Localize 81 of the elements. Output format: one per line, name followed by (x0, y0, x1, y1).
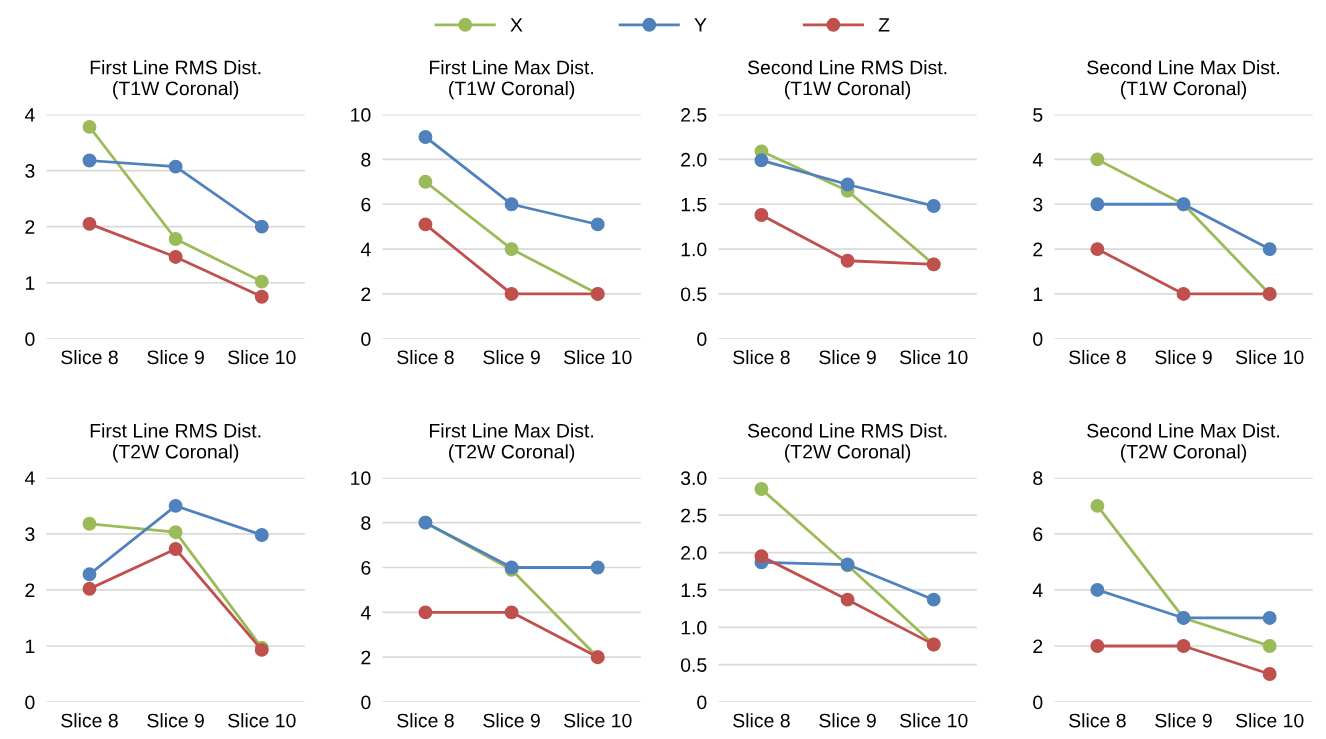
y-tick-label: 1 (25, 276, 35, 290)
chart-title: First Line RMS Dist. (T1W Coronal) (90, 60, 261, 100)
legend-label: Y (694, 18, 707, 32)
x-tick-label: Slice 9 (147, 713, 204, 728)
chart-title: Second Line RMS Dist. (T2W Coronal) (747, 423, 947, 463)
y-tick-label: 2 (361, 287, 371, 301)
x-tick-label: Slice 9 (819, 349, 876, 365)
y-tick-label: 0 (25, 695, 35, 710)
x-tick-label: Slice 8 (1069, 713, 1126, 728)
y-tick-label: 1 (1033, 287, 1043, 301)
y-tick-label: 2.0 (681, 152, 707, 167)
y-tick-label: 2 (25, 583, 35, 597)
y-tick-label: 3 (1033, 197, 1043, 212)
y-tick-label: 2 (25, 220, 35, 234)
y-tick-label: 5 (1033, 108, 1043, 122)
y-tick-label: 6 (361, 197, 371, 212)
x-tick-label: Slice 10 (900, 349, 968, 365)
y-tick-label: 10 (351, 471, 371, 486)
y-tick-label: 4 (360, 242, 371, 257)
y-tick-label: 0.5 (680, 287, 707, 302)
y-tick-label: 3 (25, 527, 35, 542)
x-tick-label: Slice 10 (228, 713, 296, 728)
chart-title: Second Line Max Dist. (T1W Coronal) (1087, 60, 1280, 100)
y-tick-label: 0 (361, 695, 371, 710)
y-tick-label: 2 (361, 650, 371, 665)
y-tick-label: 0.5 (680, 658, 707, 672)
x-tick-label: Slice 8 (1069, 349, 1126, 365)
x-tick-label: Slice 10 (228, 349, 296, 365)
y-tick-label: 1 (25, 639, 35, 654)
y-tick-label: 8 (361, 516, 371, 530)
y-tick-label: 3 (25, 164, 35, 178)
chart-title: Second Line RMS Dist. (T1W Coronal) (747, 60, 947, 100)
y-tick-label: 4 (24, 471, 35, 485)
y-tick-label: 10 (351, 108, 371, 122)
y-tick-label: 1.5 (681, 583, 707, 598)
x-tick-label: Slice 9 (819, 713, 876, 728)
x-tick-label: Slice 10 (1235, 349, 1304, 365)
y-tick-label: 6 (1033, 527, 1043, 542)
x-tick-label: Slice 9 (1155, 349, 1212, 365)
y-tick-label: 4 (1032, 583, 1043, 597)
y-tick-label: 2 (1033, 242, 1043, 257)
x-tick-label: Slice 8 (397, 713, 454, 728)
y-tick-label: 0 (697, 695, 707, 710)
x-tick-label: Slice 9 (483, 713, 540, 728)
y-tick-label: 2.5 (681, 508, 707, 523)
x-tick-label: Slice 10 (564, 349, 632, 365)
y-tick-label: 0 (25, 332, 35, 347)
y-tick-label: 0 (1033, 332, 1043, 347)
y-tick-label: 0 (361, 332, 371, 347)
y-tick-label: 8 (1033, 471, 1043, 486)
x-tick-label: Slice 8 (61, 349, 118, 365)
y-tick-label: 1.5 (681, 197, 707, 212)
x-tick-label: Slice 9 (483, 349, 540, 365)
y-tick-label: 0 (697, 332, 707, 347)
x-tick-label: Slice 10 (1235, 713, 1304, 728)
y-tick-label: 2.0 (681, 546, 707, 560)
y-tick-label: 2.5 (681, 108, 707, 122)
x-tick-label: Slice 10 (564, 713, 632, 728)
y-tick-label: 4 (360, 606, 371, 620)
y-tick-label: 0 (1033, 695, 1043, 710)
y-tick-label: 3.0 (680, 471, 707, 486)
y-tick-label: 1.0 (681, 620, 707, 635)
x-tick-label: Slice 8 (733, 349, 790, 365)
y-tick-label: 1.0 (681, 242, 707, 257)
x-tick-label: Slice 9 (1155, 713, 1212, 728)
x-tick-label: Slice 8 (61, 713, 118, 728)
x-tick-label: Slice 8 (733, 713, 790, 728)
x-tick-label: Slice 8 (397, 349, 454, 365)
y-tick-label: 8 (361, 152, 371, 167)
chart-title: First Line RMS Dist. (T2W Coronal) (90, 423, 261, 463)
legend-label: Z (878, 18, 890, 32)
y-tick-label: 2 (1033, 639, 1043, 654)
chart-title: First Line Max Dist. (T2W Coronal) (430, 423, 594, 463)
y-tick-label: 4 (1032, 153, 1043, 167)
x-tick-label: Slice 10 (900, 713, 968, 728)
x-tick-label: Slice 9 (147, 349, 204, 365)
chart-title: Second Line Max Dist. (T2W Coronal) (1087, 423, 1280, 463)
legend-label: X (510, 18, 523, 32)
y-tick-label: 6 (361, 560, 371, 575)
chart-title: First Line Max Dist. (T1W Coronal) (430, 60, 594, 100)
y-tick-label: 4 (24, 108, 35, 122)
